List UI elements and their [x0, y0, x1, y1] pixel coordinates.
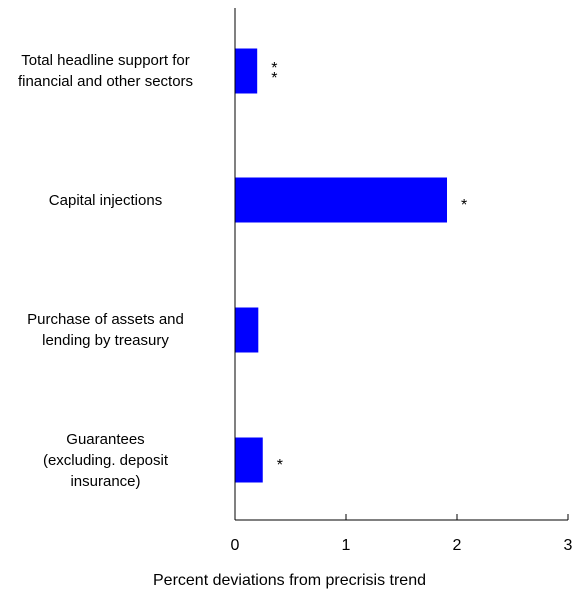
x-axis-title: Percent deviations from precrisis trend — [153, 572, 426, 589]
category-label: Purchase of assets and lending by treasu… — [27, 311, 184, 349]
significance-marker: * — [461, 197, 467, 214]
bar — [235, 177, 448, 223]
significance-marker: * — [271, 60, 277, 77]
x-tick-label: 1 — [342, 537, 351, 554]
category-label: Total headline support for financial and… — [17, 52, 194, 90]
significance-marker: * — [271, 70, 277, 87]
bar — [235, 437, 263, 483]
category-label: Guarantees (excluding. deposit insurance… — [42, 430, 169, 490]
bar — [235, 48, 258, 94]
x-tick-label: 2 — [453, 537, 462, 554]
x-tick-label: 0 — [231, 537, 240, 554]
significance-marker: * — [277, 457, 283, 474]
bar — [235, 307, 259, 353]
category-label: Capital injections — [48, 191, 163, 209]
x-tick-label: 3 — [564, 537, 573, 554]
